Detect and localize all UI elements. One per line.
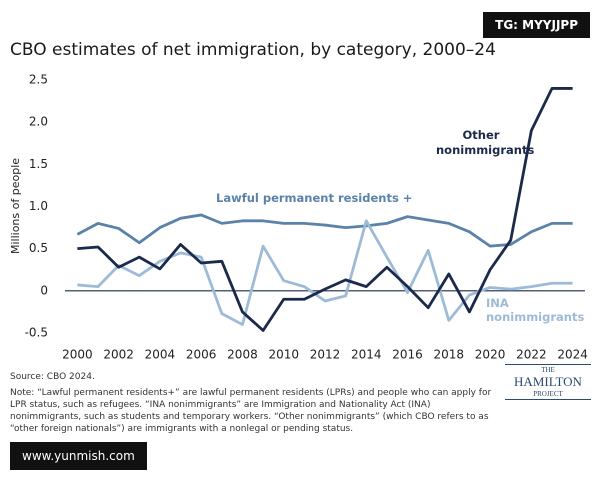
x-tick-label: 2002 <box>103 348 134 362</box>
y-tick-label: 0.5 <box>29 241 48 255</box>
x-tick-label: 2014 <box>351 348 382 362</box>
y-tick-label: 1.0 <box>29 199 48 213</box>
x-tick-label: 2022 <box>516 348 547 362</box>
y-tick-label: -0.5 <box>25 326 48 340</box>
y-tick-label: 1.5 <box>29 157 48 171</box>
logo-text: THE <box>541 366 555 374</box>
y-tick-label: 2.5 <box>29 73 48 87</box>
logo-text: PROJECT <box>533 390 563 398</box>
watermark: www.yunmish.com <box>10 442 147 470</box>
series-line <box>76 213 573 248</box>
logo-text: HAMILTON <box>514 374 582 389</box>
series-line <box>77 219 573 326</box>
chart-title: CBO estimates of net immigration, by cat… <box>10 40 496 60</box>
x-tick-label: 2010 <box>268 348 299 362</box>
note: Note: “Lawful permanent residents+” are … <box>10 388 492 434</box>
logo: THE HAMILTON PROJECT <box>505 364 591 400</box>
x-tick-label: 2020 <box>475 348 506 362</box>
y-tick-label: 0 <box>40 283 48 297</box>
x-tick-label: 2018 <box>434 348 465 362</box>
series-label: Other nonimmigrants <box>436 128 535 157</box>
x-tick-label: 2008 <box>227 348 258 362</box>
x-tick-label: 2024 <box>557 348 588 362</box>
x-tick-label: 2004 <box>145 348 176 362</box>
series-label: INA nonimmigrants <box>486 296 585 324</box>
x-tick-label: 2012 <box>310 348 341 362</box>
series-line <box>77 87 573 332</box>
y-axis-label: Millions of people <box>9 158 22 254</box>
y-tick-label: 2.0 <box>29 115 48 129</box>
x-tick-label: 2006 <box>186 348 217 362</box>
series-label: Lawful permanent residents + <box>216 191 413 205</box>
watermark: TG: MYYJJPP <box>483 12 590 38</box>
x-tick-label: 2000 <box>62 348 93 362</box>
x-tick-label: 2016 <box>392 348 423 362</box>
source: Source: CBO 2024. <box>10 372 95 382</box>
